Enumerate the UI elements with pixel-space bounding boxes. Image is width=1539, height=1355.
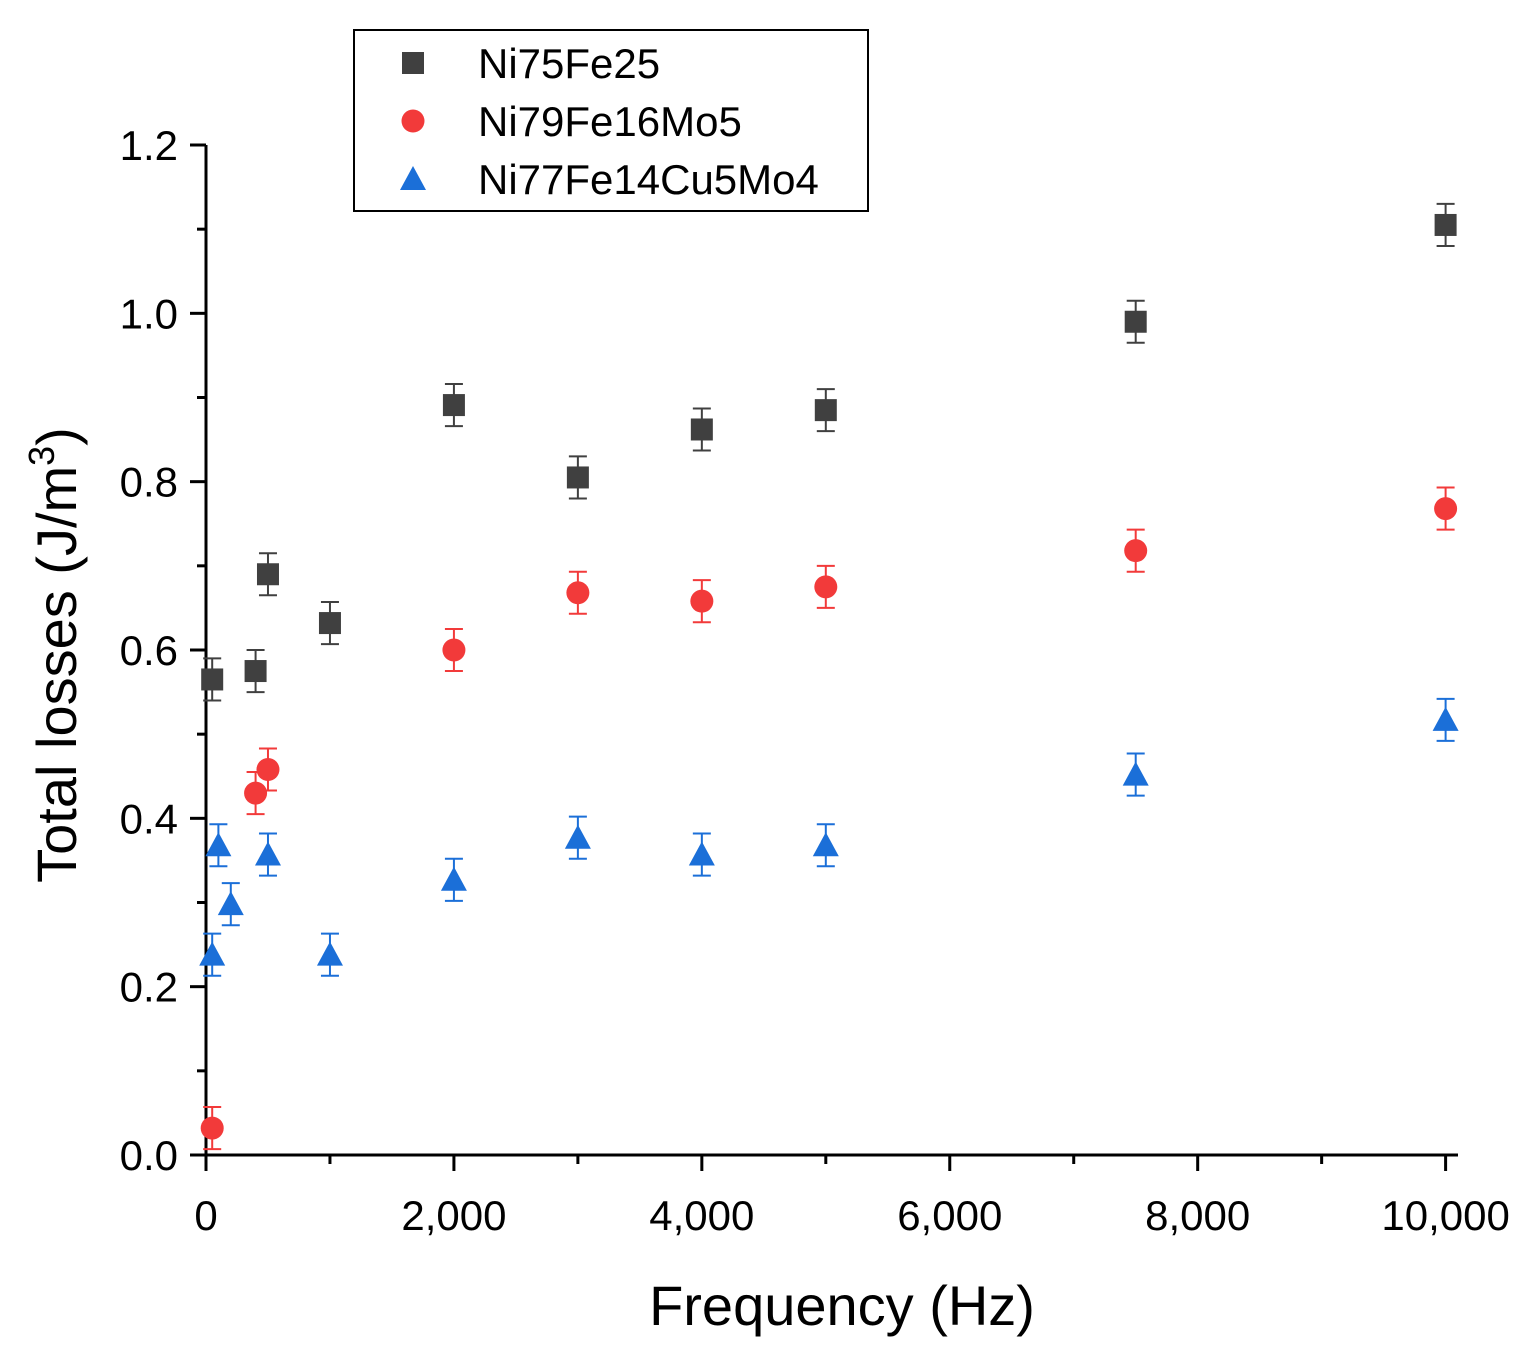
data-point-triangle: [1432, 706, 1459, 731]
data-point-circle: [401, 109, 425, 133]
x-tick-label: 0: [194, 1192, 217, 1239]
data-point-circle: [1434, 497, 1458, 521]
legend: Ni75Fe25 Ni79Fe16Mo5 Ni77Fe14Cu5Mo4: [353, 29, 869, 212]
y-axis-title: Total losses (J/m3): [21, 427, 88, 883]
y-tick-label: 0.0: [120, 1132, 178, 1179]
series-Ni79Fe16Mo5: [200, 486, 1458, 1151]
legend-label-Ni79Fe16Mo5: Ni79Fe16Mo5: [478, 98, 742, 145]
y-tick-label: 1.2: [120, 122, 178, 169]
data-point-triangle: [440, 866, 467, 891]
y-tick-label: 0.8: [120, 459, 178, 506]
data-point-triangle: [400, 166, 426, 190]
y-tick-label: 0.4: [120, 795, 178, 842]
data-point-square: [690, 418, 713, 441]
data-point-circle: [200, 1116, 224, 1140]
x-tick-label: 2,000: [401, 1192, 506, 1239]
axes: 0.0 0.2 0.4 0.6 0.8 1.0 1.2 0 2,000 4,000 6,000 8,0…: [120, 122, 1510, 1239]
data-point-square: [201, 668, 224, 691]
data-point-square: [442, 394, 465, 417]
data-point-triangle: [217, 891, 244, 916]
data-point-triangle: [688, 841, 715, 866]
data-point-square: [402, 52, 424, 74]
data-point-triangle: [199, 941, 226, 966]
legend-label-Ni77Fe14Cu5Mo4: Ni77Fe14Cu5Mo4: [478, 156, 819, 203]
data-point-circle: [566, 581, 590, 605]
x-tick-label: 8,000: [1145, 1192, 1250, 1239]
data-point-square: [244, 660, 267, 683]
data-point-triangle: [205, 832, 232, 857]
x-tick-label: 4,000: [649, 1192, 754, 1239]
x-tick-label: 6,000: [897, 1192, 1002, 1239]
y-tick-label: 0.6: [120, 627, 178, 674]
x-axis-title: Frequency (Hz): [649, 1274, 1035, 1337]
data-point-square: [318, 612, 341, 635]
data-point-square: [566, 466, 589, 489]
data-point-circle: [1124, 539, 1148, 563]
data-point-circle: [256, 758, 280, 782]
data-point-triangle: [1122, 761, 1149, 786]
data-point-circle: [690, 589, 714, 613]
data-point-circle: [244, 781, 268, 805]
data-point-triangle: [564, 824, 591, 849]
data-point-triangle: [254, 841, 281, 866]
y-tick-label: 0.2: [120, 964, 178, 1011]
y-axis-title-superscript: 3: [21, 446, 62, 466]
y-axis-title-main: Total losses (J/m: [25, 466, 88, 883]
y-axis-title-close: ): [25, 427, 88, 446]
data-point-square: [256, 563, 279, 586]
y-tick-label: 1.0: [120, 290, 178, 337]
data-point-circle: [814, 575, 838, 599]
series-Ni75Fe25: [201, 202, 1457, 702]
series-layer: [199, 202, 1459, 1151]
series-Ni77Fe14Cu5Mo4: [199, 697, 1459, 977]
data-point-triangle: [812, 832, 839, 857]
data-point-triangle: [316, 941, 343, 966]
data-point-square: [814, 399, 837, 422]
data-point-square: [1124, 310, 1147, 333]
legend-box: [353, 29, 869, 212]
x-tick-label: 10,000: [1381, 1192, 1509, 1239]
data-point-circle: [442, 638, 466, 662]
data-point-square: [1434, 213, 1457, 236]
legend-label-Ni75Fe25: Ni75Fe25: [478, 40, 660, 87]
